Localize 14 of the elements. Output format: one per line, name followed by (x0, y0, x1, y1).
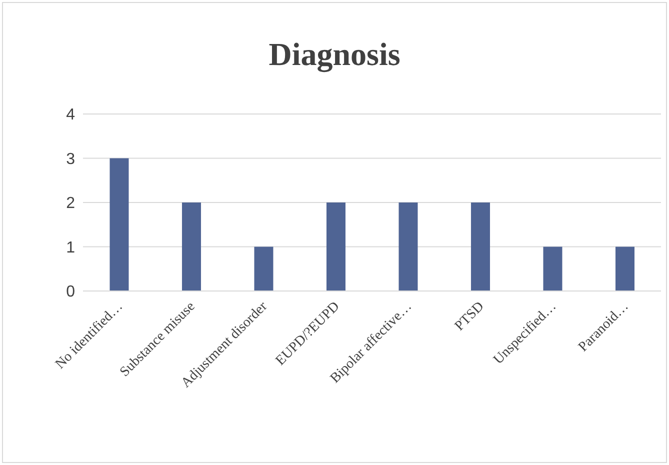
bar (398, 202, 418, 291)
bar (254, 246, 274, 291)
chart-title: Diagnosis (268, 36, 402, 73)
y-tick-label: 3 (66, 150, 76, 168)
bar (543, 246, 562, 291)
y-tick-label: 1 (66, 239, 76, 256)
bar (615, 246, 634, 291)
y-tick-label: 2 (66, 195, 76, 212)
bar (326, 202, 346, 291)
bar (182, 202, 201, 291)
y-tick-label: 4 (66, 106, 76, 124)
bar (110, 158, 129, 291)
bar (470, 202, 490, 291)
y-tick-label: 0 (66, 284, 76, 301)
